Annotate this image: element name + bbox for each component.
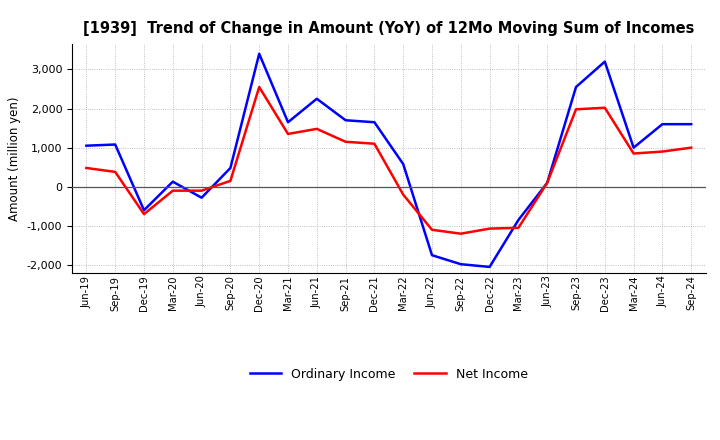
Net Income <box>629 151 638 156</box>
Net Income <box>485 226 494 231</box>
Ordinary Income <box>226 165 235 171</box>
Net Income <box>111 169 120 175</box>
Net Income <box>428 227 436 232</box>
Ordinary Income <box>629 145 638 150</box>
Net Income <box>197 188 206 193</box>
Net Income <box>140 212 148 217</box>
Y-axis label: Amount (million yen): Amount (million yen) <box>8 96 21 220</box>
Ordinary Income <box>168 179 177 184</box>
Net Income <box>255 84 264 90</box>
Ordinary Income <box>543 180 552 186</box>
Ordinary Income <box>514 217 523 223</box>
Net Income <box>226 178 235 183</box>
Ordinary Income <box>284 120 292 125</box>
Title: [1939]  Trend of Change in Amount (YoY) of 12Mo Moving Sum of Incomes: [1939] Trend of Change in Amount (YoY) o… <box>83 21 695 36</box>
Ordinary Income <box>485 264 494 270</box>
Line: Ordinary Income: Ordinary Income <box>86 54 691 267</box>
Net Income <box>284 131 292 136</box>
Ordinary Income <box>370 120 379 125</box>
Net Income <box>514 225 523 231</box>
Net Income <box>312 126 321 132</box>
Ordinary Income <box>341 117 350 123</box>
Ordinary Income <box>111 142 120 147</box>
Ordinary Income <box>82 143 91 148</box>
Net Income <box>456 231 465 236</box>
Ordinary Income <box>658 121 667 127</box>
Net Income <box>543 180 552 186</box>
Net Income <box>687 145 696 150</box>
Ordinary Income <box>600 59 609 64</box>
Ordinary Income <box>428 253 436 258</box>
Ordinary Income <box>140 208 148 213</box>
Net Income <box>341 139 350 144</box>
Ordinary Income <box>456 261 465 267</box>
Ordinary Income <box>687 121 696 127</box>
Net Income <box>399 192 408 197</box>
Net Income <box>658 149 667 154</box>
Net Income <box>82 165 91 171</box>
Net Income <box>370 141 379 147</box>
Ordinary Income <box>399 161 408 167</box>
Net Income <box>168 188 177 193</box>
Net Income <box>572 106 580 112</box>
Ordinary Income <box>312 96 321 101</box>
Ordinary Income <box>197 195 206 200</box>
Line: Net Income: Net Income <box>86 87 691 234</box>
Ordinary Income <box>255 51 264 56</box>
Net Income <box>600 105 609 110</box>
Legend: Ordinary Income, Net Income: Ordinary Income, Net Income <box>245 363 533 385</box>
Ordinary Income <box>572 84 580 90</box>
